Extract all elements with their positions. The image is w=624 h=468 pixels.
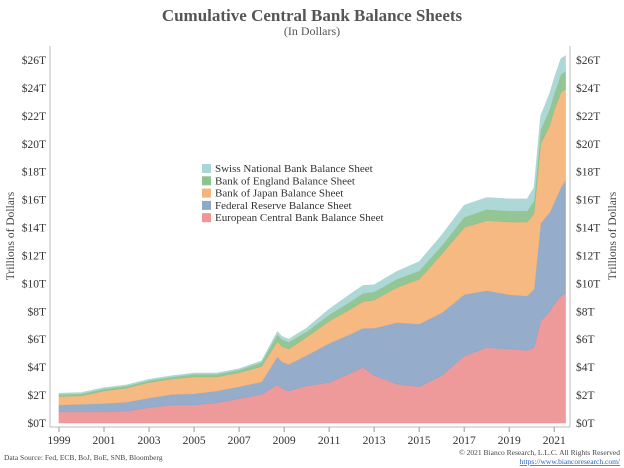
x-tick-label: 2007 xyxy=(228,435,251,447)
y-tick-label-right: $4T xyxy=(576,361,595,374)
y-tick-label-left: $22T xyxy=(22,110,46,123)
legend-label: Bank of England Balance Sheet xyxy=(215,175,355,187)
x-tick-label: 2019 xyxy=(498,435,521,447)
y-tick-label-right: $2T xyxy=(576,389,595,402)
area-series-4 xyxy=(58,55,566,395)
x-tick-label: 1999 xyxy=(48,435,71,447)
y-tick-label-left: $2T xyxy=(27,389,46,402)
x-tick-label: 2001 xyxy=(93,435,116,447)
legend-swatch xyxy=(202,164,211,173)
y-tick-label-right: $8T xyxy=(576,305,595,318)
y-tick-label-right: $12T xyxy=(576,249,600,262)
y-tick-label-left: $24T xyxy=(22,82,46,95)
x-tick-label: 2015 xyxy=(408,435,431,447)
x-tick-label: 2009 xyxy=(273,435,296,447)
y-tick-label-left: $14T xyxy=(22,222,46,235)
legend-label: Swiss National Bank Balance Sheet xyxy=(215,163,373,175)
y-axis-left: $0T $2T $4T $6T $8T $10T $12T $14T $16T $18T $20T $… xyxy=(22,54,46,430)
website-link[interactable]: https://www.biancoresearch.com/ xyxy=(520,457,621,466)
y-tick-label-right: $6T xyxy=(576,333,595,346)
y-tick-label-left: $6T xyxy=(27,333,46,346)
y-tick-label-right: $24T xyxy=(576,82,600,95)
y-tick-label-left: $16T xyxy=(22,194,46,207)
y-tick-label-left: $4T xyxy=(27,361,46,374)
legend-swatch xyxy=(202,200,211,210)
y-tick-label-left: $18T xyxy=(22,166,46,179)
y-axis-right: $0T $2T $4T $6T $8T $10T $12T $14T $16T $18T $20T $… xyxy=(576,54,600,430)
y-axis-label-right: Trillions of Dollars xyxy=(607,191,619,280)
y-tick-label-left: $26T xyxy=(22,54,46,67)
y-tick-label-right: $18T xyxy=(576,166,600,179)
chart-title: Cumulative Central Bank Balance Sheets xyxy=(162,6,463,25)
x-axis: 1999 2001 2003 2005 2007 2009 2011 2013 2015 2017… xyxy=(48,427,566,447)
y-tick-label-left: $20T xyxy=(22,138,46,151)
y-tick-label-right: $26T xyxy=(576,54,600,67)
y-tick-label-right: $22T xyxy=(576,110,600,123)
x-tick-label: 2011 xyxy=(318,435,341,447)
legend-label: Bank of Japan Balance Sheet xyxy=(215,188,343,200)
x-tick-label: 2003 xyxy=(138,435,161,447)
legend-swatch xyxy=(202,176,211,186)
plot-area: $0T $2T $4T $6T $8T $10T $12T $14T $16T $18T $20T $… xyxy=(22,46,600,447)
x-tick-label: 2013 xyxy=(363,435,386,447)
y-tick-label-right: $14T xyxy=(576,222,600,235)
x-tick-label: 2017 xyxy=(453,435,476,447)
area-series-group xyxy=(58,55,566,424)
y-tick-label-right: $20T xyxy=(576,138,600,151)
y-tick-label-left: $8T xyxy=(27,305,46,318)
legend-label: European Central Bank Balance Sheet xyxy=(215,212,384,224)
copyright-note: © 2021 Bianco Research, L.L.C. All Right… xyxy=(459,448,620,457)
x-tick-label: 2005 xyxy=(183,435,206,447)
y-tick-label-left: $0T xyxy=(27,417,46,430)
legend-swatch xyxy=(202,188,211,198)
y-axis-label-left: Trillions of Dollars xyxy=(5,191,17,280)
y-tick-label-right: $0T xyxy=(576,417,595,430)
legend-label: Federal Reserve Balance Sheet xyxy=(215,200,352,212)
y-tick-label-right: $16T xyxy=(576,194,600,207)
y-tick-label-left: $12T xyxy=(22,249,46,262)
y-tick-label-left: $10T xyxy=(22,277,46,290)
y-tick-label-right: $10T xyxy=(576,277,600,290)
x-tick-label: 2021 xyxy=(543,435,566,447)
data-source-note: Data Source: Fed, ECB, BoJ, BoE, SNB, Bl… xyxy=(4,453,163,462)
legend-swatch xyxy=(202,213,211,223)
chart-subtitle: (In Dollars) xyxy=(284,24,340,38)
